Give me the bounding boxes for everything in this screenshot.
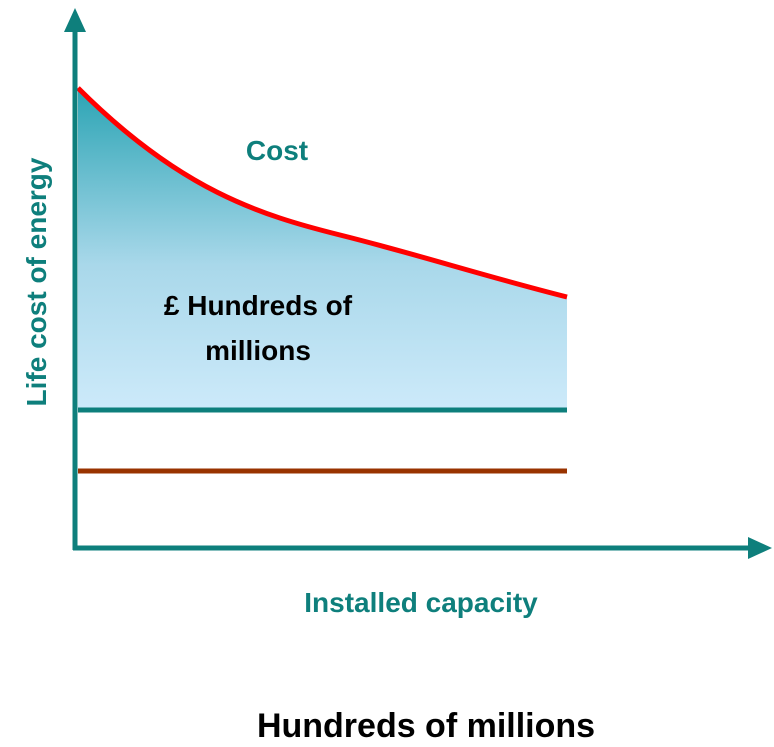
caption: Hundreds of millions (257, 707, 595, 742)
area-label: £ Hundreds of (164, 290, 353, 321)
x-axis-arrow (748, 537, 772, 559)
cost-curve (76, 86, 568, 300)
y-axis-label: Life cost of energy (21, 157, 52, 406)
y-axis-arrow (64, 8, 86, 32)
shaded-area (78, 88, 567, 410)
curve-label: Cost (246, 135, 308, 166)
x-axis-label: Installed capacity (304, 587, 538, 618)
area-label: millions (205, 335, 311, 366)
